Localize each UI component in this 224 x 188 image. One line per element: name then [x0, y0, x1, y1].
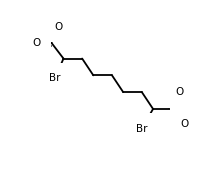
Text: O: O	[181, 119, 189, 129]
Text: O: O	[175, 87, 183, 97]
Text: O: O	[55, 22, 63, 32]
Text: O: O	[32, 38, 41, 48]
Text: Br: Br	[136, 124, 148, 133]
Text: Br: Br	[49, 73, 61, 83]
